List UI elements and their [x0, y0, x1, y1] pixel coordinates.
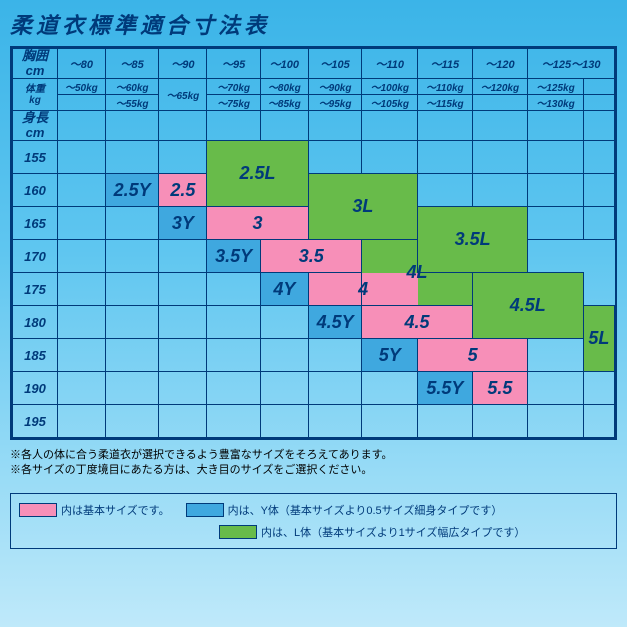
height-value: 180	[13, 306, 58, 339]
height-value: 155	[13, 141, 58, 174]
size-table: 胸囲 cm ～80 ～85 ～90 ～95 ～100 ～105 ～110 ～11…	[10, 46, 617, 440]
legend-label: 内は、Y体（基本サイズより0.5サイズ細身タイプです）	[228, 502, 503, 518]
weight-cell: ～70kg	[207, 79, 261, 95]
height-value: 170	[13, 240, 58, 273]
size-cell: 3Y	[172, 213, 194, 233]
chest-col: ～110	[362, 49, 418, 79]
weight-row1: 体重 kg ～50kg ～60kg ～65kg ～70kg ～80kg ～90k…	[13, 79, 615, 95]
weight-cell: ～105kg	[362, 95, 418, 111]
weight-cell: ～100kg	[362, 79, 418, 95]
chest-col: ～95	[207, 49, 261, 79]
legend-basic: 内は基本サイズです。	[19, 502, 170, 518]
page-title: 柔道衣標準適合寸法表	[10, 8, 617, 40]
swatch-l	[219, 525, 257, 539]
weight-label: 体重 kg	[13, 79, 58, 111]
size-cell: 4L	[407, 262, 428, 282]
size-cell: 2.5	[170, 180, 195, 200]
weight-cell: ～110kg	[418, 79, 473, 95]
size-cell: 5.5	[487, 378, 512, 398]
weight-cell: ～85kg	[260, 95, 308, 111]
weight-row2: ～55kg ～75kg ～85kg ～95kg ～105kg ～115kg ～1…	[13, 95, 615, 111]
row-190: 190 5.5Y 5.5	[13, 372, 615, 405]
chest-col: ～120	[472, 49, 528, 79]
height-value: 160	[13, 174, 58, 207]
height-value: 185	[13, 339, 58, 372]
size-cell: 4.5Y	[317, 312, 354, 332]
note-line: ※各人の体に合う柔道衣が選択できるよう豊富なサイズをそろえてあります。	[10, 448, 617, 463]
size-cell: 2.5Y	[114, 180, 151, 200]
size-cell: 4.5	[405, 312, 430, 332]
height-value: 190	[13, 372, 58, 405]
size-cell: 3.5Y	[215, 246, 252, 266]
swatch-y	[186, 503, 224, 517]
legend-label: 内は、L体（基本サイズより1サイズ幅広タイプです）	[261, 524, 525, 540]
weight-cell: ～115kg	[418, 95, 473, 111]
size-cell: 3.5	[299, 246, 324, 266]
weight-cell: ～75kg	[207, 95, 261, 111]
legend-l: 内は、L体（基本サイズより1サイズ幅広タイプです）	[219, 524, 525, 540]
weight-cell: ～65kg	[159, 79, 207, 111]
weight-cell: ～130kg	[528, 95, 584, 111]
size-cell: 5	[468, 345, 478, 365]
height-value: 175	[13, 273, 58, 306]
size-cell: 3	[252, 213, 262, 233]
note-line: ※各サイズの丁度境目にあたる方は、大き目のサイズをご選択ください。	[10, 463, 617, 478]
size-cell: 3L	[352, 196, 373, 216]
weight-cell: ～125kg	[528, 79, 584, 95]
size-cell: 5L	[588, 328, 609, 348]
size-cell: 4Y	[273, 279, 295, 299]
row-175: 175 4Y 4 4.5L	[13, 273, 615, 306]
legend: 内は基本サイズです。 内は、Y体（基本サイズより0.5サイズ細身タイプです） 内…	[10, 493, 617, 549]
swatch-basic	[19, 503, 57, 517]
chest-col: ～80	[58, 49, 106, 79]
row-160: 160 2.5Y 2.5 3L	[13, 174, 615, 207]
chest-label: 胸囲 cm	[13, 49, 58, 79]
height-label: 身長 cm	[13, 111, 58, 141]
row-195: 195	[13, 405, 615, 438]
legend-label: 内は基本サイズです。	[61, 502, 170, 518]
size-cell: 4	[358, 279, 368, 299]
height-value: 165	[13, 207, 58, 240]
chest-col: ～125～130	[528, 49, 615, 79]
size-cell: 5Y	[379, 345, 401, 365]
chest-header-row: 胸囲 cm ～80 ～85 ～90 ～95 ～100 ～105 ～110 ～11…	[13, 49, 615, 79]
legend-y: 内は、Y体（基本サイズより0.5サイズ細身タイプです）	[186, 502, 503, 518]
chest-col: ～85	[105, 49, 159, 79]
weight-cell: ～60kg	[105, 79, 159, 95]
size-cell: 5.5Y	[426, 378, 463, 398]
height-value: 195	[13, 405, 58, 438]
size-cell: 4.5L	[510, 295, 546, 315]
row-155: 155 2.5L	[13, 141, 615, 174]
weight-cell: ～50kg	[58, 79, 106, 95]
notes: ※各人の体に合う柔道衣が選択できるよう豊富なサイズをそろえてあります。 ※各サイ…	[10, 448, 617, 479]
chest-col: ～105	[308, 49, 362, 79]
chest-col: ～90	[159, 49, 207, 79]
height-header-row: 身長 cm	[13, 111, 615, 141]
weight-cell: ～55kg	[105, 95, 159, 111]
weight-cell: ～80kg	[260, 79, 308, 95]
chest-col: ～115	[418, 49, 473, 79]
row-185: 185 5Y 5	[13, 339, 615, 372]
chest-col: ～100	[260, 49, 308, 79]
weight-cell: ～120kg	[472, 79, 528, 95]
weight-cell: ～90kg	[308, 79, 362, 95]
weight-cell: ～95kg	[308, 95, 362, 111]
size-cell: 2.5L	[239, 163, 275, 183]
size-cell: 3.5L	[455, 229, 491, 249]
